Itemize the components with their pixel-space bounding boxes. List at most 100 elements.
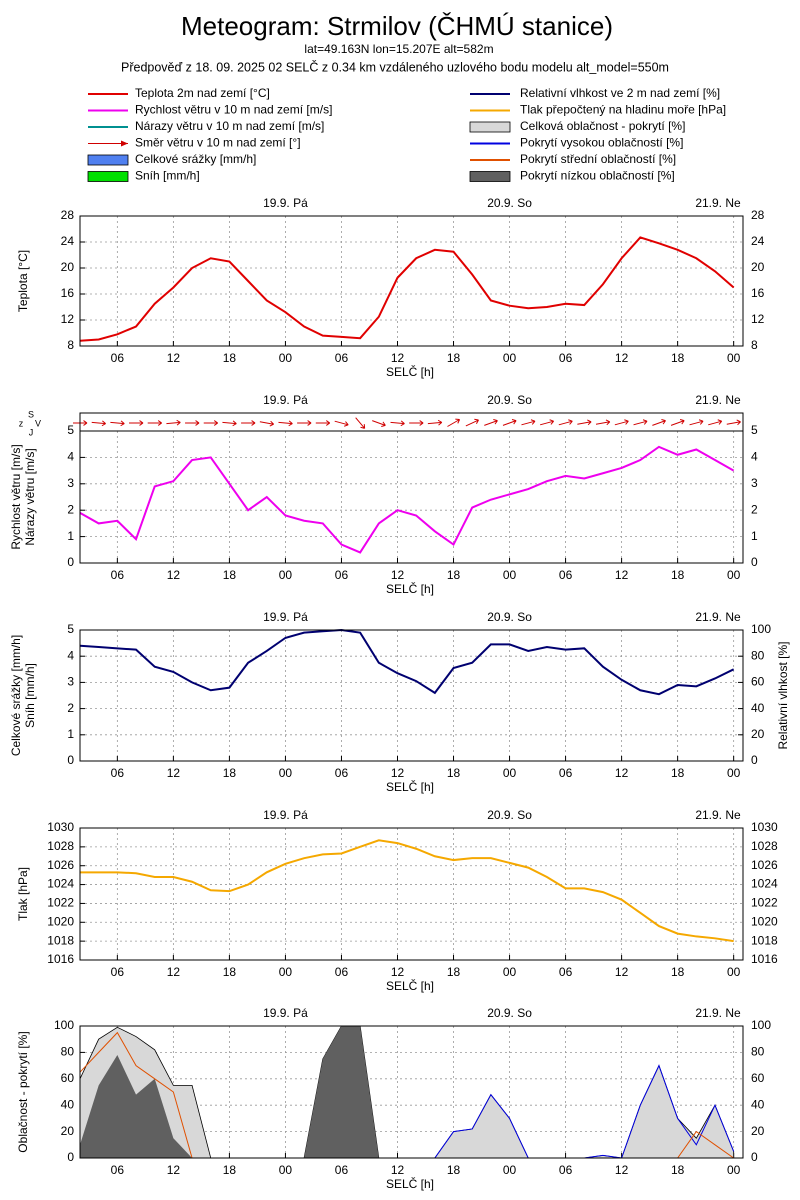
y-tick-label-right: 20 [751,1124,765,1138]
x-tick-label: 06 [335,351,349,365]
wind-arrow [147,420,162,426]
x-tick-label: 06 [335,568,349,582]
wind-arrow [129,420,144,426]
wind-arrow-shape [203,420,219,426]
plot-frame [79,629,744,762]
wind-arrow [259,420,275,427]
compass-label: S [28,409,34,419]
y-tick-label: 60 [61,1071,75,1085]
y-axis-label: Tlak [hPa] [16,867,30,921]
y-tick-label: 4 [67,648,74,662]
legend-label: Nárazy větru v 10 m nad zemí [m/s] [135,119,324,133]
series-line [79,445,735,554]
legend-label: Teplota 2m nad zemí [°C] [135,86,270,100]
legend-label: Pokrytí nízkou oblačností [%] [520,169,675,183]
wind-arrow-shape [147,420,162,426]
x-tick-label: 06 [335,965,349,979]
legend-label: Sníh [mm/h] [135,169,200,183]
day-label: 19.9. Pá [263,808,308,822]
day-label: 20.9. So [487,610,532,624]
wind-arrow-shape [465,418,479,427]
x-tick-label: 12 [615,568,629,582]
y2-axis-label: Relativní vlhkost [%] [776,641,790,749]
y-tick-label: 28 [61,208,75,222]
legend-label: Pokrytí střední oblačností [%] [520,152,676,166]
y-tick-label: 1 [67,529,74,543]
legend-swatch [121,140,128,147]
y-tick-label-right: 20 [751,260,765,274]
wind-arrow [203,420,219,426]
x-tick-label: 06 [335,766,349,780]
x-tick-label: 12 [615,1163,629,1177]
location: lat=49.163N lon=15.207E alt=582m [304,42,493,56]
wind-arrow-shape [540,419,555,426]
y-tick-label-right: 40 [751,1097,765,1111]
day-label: 20.9. So [487,1006,532,1020]
wind-arrow-shape [315,420,331,426]
x-tick-label: 00 [727,766,741,780]
wind-arrow-shape [652,419,666,426]
x-tick-label: 18 [447,766,461,780]
y-tick-label: 1030 [47,820,74,834]
x-tick-label: 12 [391,568,405,582]
series-line [79,236,735,342]
legend-label: Rychlost větru v 10 m nad zemí [m/s] [135,103,332,117]
series-line [79,628,735,696]
x-tick-label: 18 [447,965,461,979]
y-tick-label: 1026 [47,858,74,872]
plot-frame [79,215,744,347]
wind-arrow [185,420,200,426]
y-tick-label: 24 [61,234,75,248]
y-tick-label: 2 [67,502,74,516]
x-axis-label: SELČ [h] [386,364,434,379]
wind-arrow-shape [484,419,498,426]
wind-arrow-shape [689,419,704,426]
x-tick-label: 12 [615,766,629,780]
y-tick-label: 1024 [47,877,74,891]
legend-swatch [87,171,129,182]
wind-arrow-shape [502,419,517,426]
legend-label: Směr větru v 10 m nad zemí [°] [135,136,301,150]
day-label: 21.9. Ne [695,808,741,822]
wind-arrow [558,419,573,426]
wind-arrow [297,420,312,426]
x-tick-label: 06 [335,1163,349,1177]
day-label: 20.9. So [487,196,532,210]
wind-arrow-shape [558,419,573,426]
x-tick-label: 00 [279,568,293,582]
wind-arrow-shape [521,419,536,426]
y-tick-label: 2 [67,701,74,715]
wind-arrow [91,420,106,427]
series-line [80,839,734,943]
wind-arrow-shape [241,420,256,426]
day-label: 19.9. Pá [263,610,308,624]
y-tick-label: 8 [67,338,74,352]
x-tick-label: 00 [503,568,517,582]
legend-label: Pokrytí vysokou oblačností [%] [520,136,683,150]
legend-swatch [469,121,511,133]
wind-arrow-shape [708,419,723,426]
wind-arrow [166,419,181,426]
y-tick-label: 100 [54,1018,74,1032]
x-tick-label: 00 [503,766,517,780]
y-tick-label-right: 28 [751,208,765,222]
wind-arrow-shape [577,419,592,426]
y-tick-label: 4 [67,450,74,464]
y-tick-label: 3 [67,476,74,490]
wind-arrow-shape [390,420,405,427]
x-tick-label: 00 [279,351,293,365]
y-tick-label-right: 1028 [751,839,778,853]
y2-tick-label: 0 [751,753,758,767]
y-tick-label-right: 16 [751,286,765,300]
x-tick-label: 06 [111,568,125,582]
y-tick-label-right: 2 [751,502,758,516]
series-area [79,1025,735,1159]
wind-arrow [409,420,424,426]
wind-arrow-shape [409,420,424,426]
wind-arrow [427,419,443,426]
x-tick-label: 18 [671,965,685,979]
x-tick-label: 00 [279,766,293,780]
y-axis-label: Celkové srážky [mm/h] [9,635,23,756]
wind-arrow [110,420,125,427]
y-tick-label-right: 100 [751,1018,771,1032]
